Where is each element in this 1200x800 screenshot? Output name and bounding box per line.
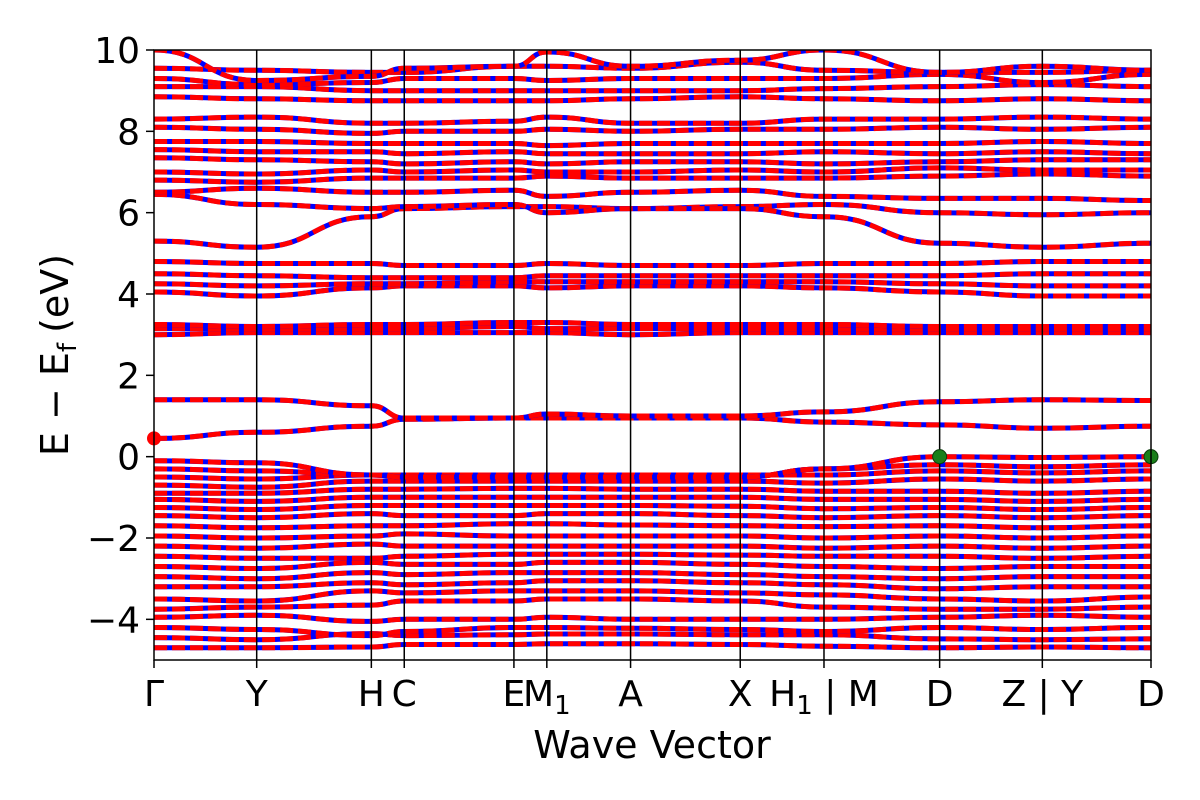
x-tick-label: X xyxy=(728,674,753,715)
band-line-primary xyxy=(154,165,1151,177)
x-tick-label-main: M xyxy=(523,674,554,715)
x-tick-label-main: H xyxy=(769,674,796,715)
valence-band-maximum-marker xyxy=(932,449,948,465)
x-tick-label: E xyxy=(503,674,526,715)
x-tick-label-suffix: | Y xyxy=(1026,674,1084,715)
band-line-primary xyxy=(154,94,1151,104)
band-line-primary xyxy=(154,521,1151,531)
x-tick-label-main: C xyxy=(392,674,417,715)
x-tick-label: Y xyxy=(245,674,269,715)
band-line-primary xyxy=(154,641,1151,651)
band-line-primary xyxy=(154,596,1151,612)
x-tick-label: C xyxy=(392,674,417,715)
x-tick-label: Z | Y xyxy=(1001,674,1084,715)
y-axis-title: E − Ef (eV) xyxy=(33,254,83,456)
y-tick-label: 8 xyxy=(117,112,140,153)
band-line-primary xyxy=(154,82,1151,94)
band-line-primary xyxy=(154,185,1151,203)
x-tick-label: Γ xyxy=(144,674,164,715)
x-tick-label-main: Γ xyxy=(144,674,164,715)
band-line-primary xyxy=(154,114,1151,126)
band-line-primary xyxy=(154,454,1151,480)
band-line-primary xyxy=(154,531,1151,541)
band-line-primary xyxy=(154,279,1151,289)
x-tick-label: H1 | M xyxy=(769,674,879,721)
band-line-primary xyxy=(154,588,1151,604)
band-line-primary xyxy=(154,171,1151,185)
x-tick-label-main: Y xyxy=(245,674,269,715)
band-line-primary xyxy=(154,330,1151,338)
band-line-primary xyxy=(154,397,1151,421)
y-axis-title-main: E − E xyxy=(33,352,77,456)
x-tick-label-sub: 1 xyxy=(796,691,813,721)
band-line-primary xyxy=(154,502,1151,513)
y-tick-label: −2 xyxy=(87,519,140,560)
x-tick-label-main: D xyxy=(926,674,954,715)
band-lines xyxy=(154,50,1151,651)
band-line-primary xyxy=(154,494,1151,504)
band-line-primary xyxy=(154,50,1151,84)
y-axis-ticks: −4 −2 0 2 4 6 8 10 xyxy=(87,31,154,641)
x-tick-label-sub: 1 xyxy=(554,691,571,721)
band-line-primary xyxy=(154,511,1151,521)
x-tick-label-main: Z xyxy=(1001,674,1026,715)
band-line-primary xyxy=(154,320,1151,330)
x-tick-label: A xyxy=(618,674,643,715)
plot-frame xyxy=(153,49,1152,661)
y-tick-label: 4 xyxy=(117,275,140,316)
x-tick-label: H xyxy=(358,674,385,715)
high-symmetry-lines xyxy=(255,50,1044,660)
x-tick-label: D xyxy=(1137,674,1165,715)
band-line-primary xyxy=(154,476,1151,490)
x-tick-label: D xyxy=(926,674,954,715)
band-line-primary xyxy=(154,541,1151,551)
y-axis-title-sub: f xyxy=(53,342,83,352)
band-edge-markers xyxy=(147,431,1159,465)
x-tick-label-main: X xyxy=(728,674,753,715)
band-line-primary xyxy=(154,612,1151,624)
x-tick-label-suffix: | M xyxy=(813,674,879,715)
y-tick-label: 10 xyxy=(94,31,140,72)
band-line-primary xyxy=(154,138,1151,149)
x-tick-label: M1 xyxy=(523,674,571,721)
x-tick-label-main: H xyxy=(358,674,385,715)
band-line-primary xyxy=(154,71,1151,88)
band-line-primary xyxy=(154,258,1151,268)
x-tick-label-main: D xyxy=(1137,674,1165,715)
band-line-primary xyxy=(154,485,1151,496)
band-line-primary xyxy=(154,271,1151,281)
x-tick-label-main: A xyxy=(618,674,643,715)
band-line-primary xyxy=(154,570,1151,582)
band-line-primary xyxy=(154,283,1151,299)
band-line-primary xyxy=(154,155,1151,167)
y-tick-label: −4 xyxy=(87,600,140,641)
y-axis-title-unit: (eV) xyxy=(33,254,77,333)
y-tick-label: 0 xyxy=(117,438,140,479)
band-line-primary xyxy=(154,147,1151,157)
x-axis-title: Wave Vector xyxy=(533,723,771,767)
band-line-primary xyxy=(154,559,1151,572)
y-tick-label: 2 xyxy=(117,356,140,397)
band-line-primary xyxy=(154,578,1151,592)
x-tick-label-main: E xyxy=(503,674,526,715)
y-tick-label: 6 xyxy=(117,194,140,235)
band-line-primary xyxy=(154,624,1151,639)
band-line-primary xyxy=(154,191,1151,250)
band-line-primary xyxy=(154,124,1151,136)
band-line-primary xyxy=(154,551,1151,561)
